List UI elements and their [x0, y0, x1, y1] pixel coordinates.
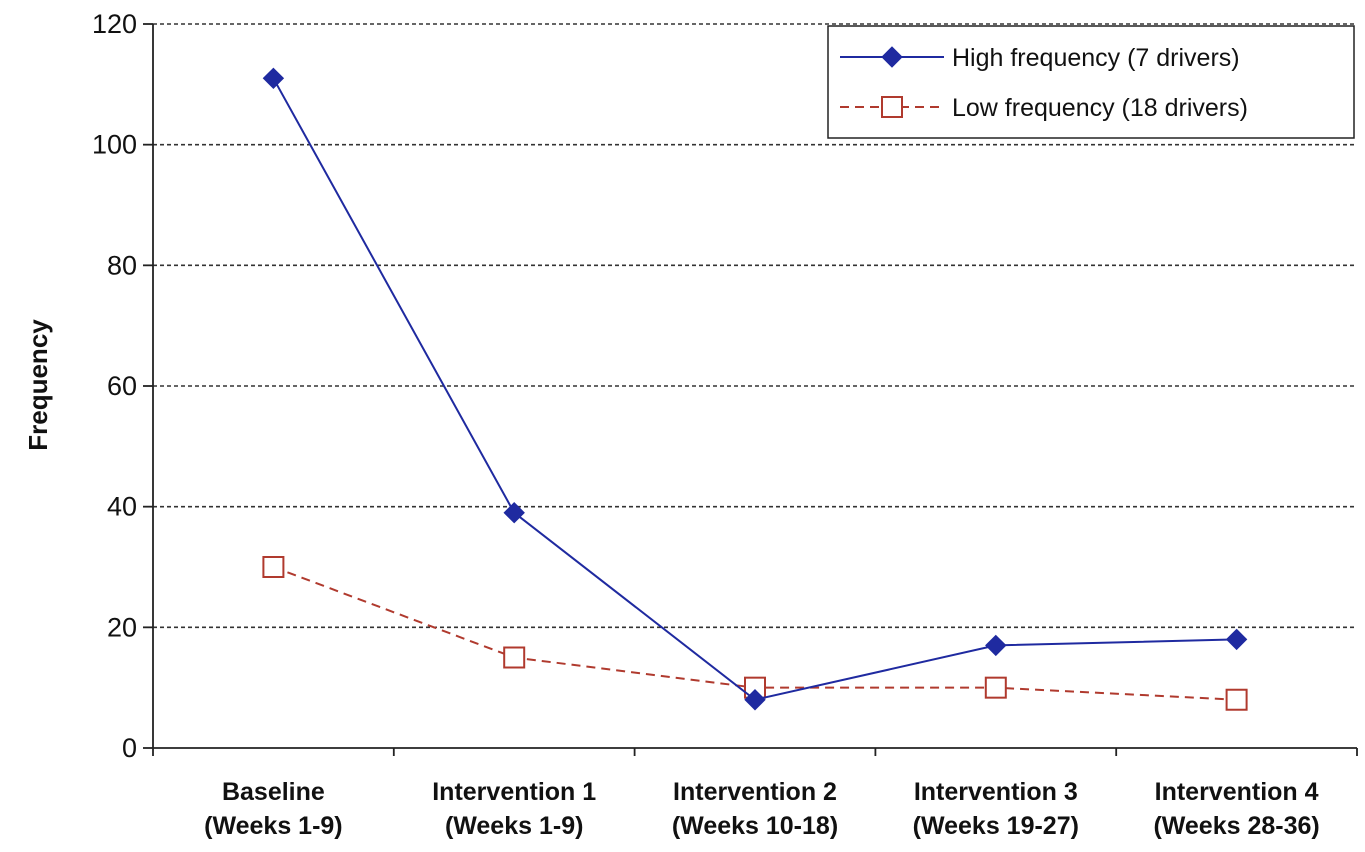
data-point: [262, 556, 285, 578]
x-category-label: Intervention 2 (Weeks 10-18): [672, 778, 838, 840]
legend-label: Low frequency (18 drivers): [952, 94, 1248, 122]
legend-item: High frequency (7 drivers): [840, 44, 1240, 72]
y-axis-title: Frequency: [23, 319, 53, 451]
grid: [153, 23, 1357, 629]
series-line: [272, 77, 1237, 701]
legend-label: High frequency (7 drivers): [952, 44, 1240, 72]
y-tick-label: 120: [92, 9, 137, 39]
data-point: [1225, 688, 1248, 711]
x-category-label: Intervention 4 (Weeks 28-36): [1153, 778, 1319, 840]
y-tick-label: 20: [107, 612, 137, 642]
data-point: [503, 646, 526, 669]
x-category-label: Intervention 1 (Weeks 1-9): [432, 778, 596, 840]
y-tick-label: 40: [107, 492, 137, 522]
y-tick-label: 60: [107, 371, 137, 401]
y-tick-label: 100: [92, 130, 137, 160]
legend-marker: [881, 96, 903, 118]
legend-item: Low frequency (18 drivers): [840, 94, 1248, 122]
y-tick-label: 80: [107, 250, 137, 280]
axes: [143, 23, 1358, 756]
legend-box: [827, 25, 1355, 139]
data-point: [984, 676, 1007, 699]
legend-marker: [881, 46, 903, 68]
data-point: [1225, 628, 1248, 651]
data-point: [262, 67, 285, 90]
y-tick-label: 0: [122, 733, 137, 763]
legend: High frequency (7 drivers) Low frequency …: [827, 25, 1355, 139]
legend-items: High frequency (7 drivers) Low frequency …: [840, 44, 1248, 122]
data-point: [744, 689, 766, 711]
data-point: [503, 501, 525, 524]
x-category-label: Intervention 3 (Weeks 19-27): [913, 778, 1079, 840]
series-2: [262, 556, 1248, 711]
x-category-label: Baseline (Weeks 1-9): [204, 778, 343, 840]
data-point: [985, 634, 1007, 657]
series: [262, 67, 1248, 711]
y-tick-labels: 0 20 40 60 80 100 120: [92, 9, 137, 763]
x-category-labels: Baseline (Weeks 1-9) Intervention 1 (Weeks …: [204, 778, 1320, 840]
series-1: [262, 67, 1248, 711]
